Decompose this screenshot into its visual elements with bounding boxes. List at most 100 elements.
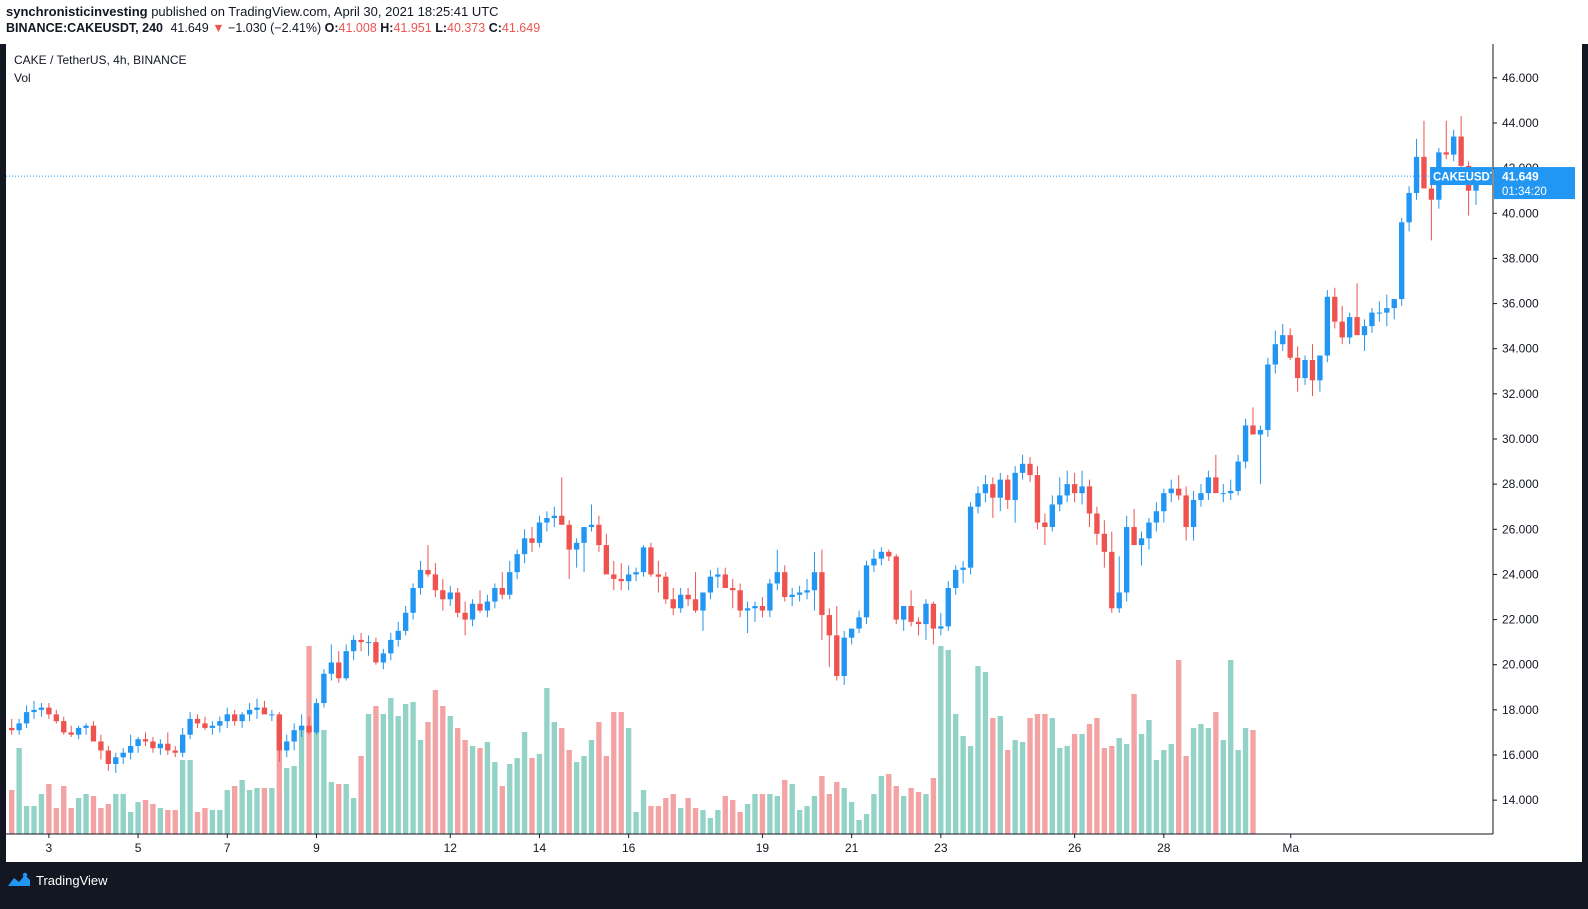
- candle[interactable]: [1183, 486, 1189, 541]
- candle[interactable]: [1242, 418, 1249, 469]
- candle[interactable]: [782, 565, 788, 602]
- candle[interactable]: [1346, 312, 1353, 345]
- candle[interactable]: [1034, 466, 1041, 530]
- candle[interactable]: [23, 705, 30, 728]
- candle[interactable]: [1116, 556, 1122, 613]
- candle[interactable]: [1101, 520, 1108, 568]
- candle[interactable]: [246, 703, 253, 722]
- candle[interactable]: [863, 560, 870, 625]
- price-axis[interactable]: 14.000 16.000 18.000 20.000 22.000 24.000 26.0…: [1492, 44, 1582, 862]
- candle[interactable]: [588, 504, 595, 532]
- candle[interactable]: [1406, 186, 1412, 232]
- candle[interactable]: [871, 549, 877, 573]
- candle[interactable]: [440, 578, 446, 611]
- candle[interactable]: [499, 572, 505, 600]
- candle[interactable]: [120, 748, 126, 765]
- candle[interactable]: [395, 621, 401, 647]
- candle[interactable]: [172, 745, 178, 758]
- candle[interactable]: [715, 567, 721, 588]
- candle[interactable]: [1265, 357, 1271, 437]
- candle[interactable]: [1131, 508, 1137, 546]
- candle[interactable]: [1042, 513, 1048, 546]
- candle[interactable]: [1391, 299, 1397, 320]
- candle[interactable]: [1250, 407, 1256, 435]
- candle[interactable]: [789, 587, 795, 607]
- candle[interactable]: [276, 712, 282, 762]
- candle[interactable]: [284, 734, 290, 758]
- candle[interactable]: [1205, 470, 1212, 500]
- candle[interactable]: [313, 698, 320, 735]
- candle[interactable]: [938, 612, 944, 636]
- candle[interactable]: [321, 669, 327, 708]
- candle[interactable]: [521, 529, 528, 564]
- candle[interactable]: [893, 554, 899, 625]
- candle[interactable]: [1109, 531, 1115, 613]
- candle[interactable]: [908, 590, 914, 627]
- candle[interactable]: [98, 734, 104, 760]
- candle[interactable]: [202, 716, 208, 731]
- candle[interactable]: [254, 698, 260, 719]
- candle[interactable]: [819, 549, 825, 640]
- candle[interactable]: [678, 587, 684, 613]
- candle[interactable]: [811, 551, 818, 611]
- candle[interactable]: [848, 628, 855, 645]
- candle[interactable]: [1399, 217, 1405, 306]
- candle[interactable]: [1376, 301, 1383, 322]
- candle[interactable]: [336, 651, 342, 683]
- candle[interactable]: [1213, 454, 1219, 494]
- candle[interactable]: [1057, 477, 1063, 512]
- candle[interactable]: [1228, 479, 1234, 500]
- candle[interactable]: [1302, 355, 1308, 385]
- candle[interactable]: [1190, 490, 1197, 541]
- candle[interactable]: [380, 648, 387, 670]
- candle[interactable]: [1458, 116, 1464, 171]
- candle[interactable]: [685, 587, 691, 607]
- candle[interactable]: [410, 583, 416, 620]
- candle[interactable]: [886, 549, 892, 561]
- candle[interactable]: [477, 590, 483, 613]
- candle[interactable]: [83, 723, 89, 735]
- candle[interactable]: [135, 736, 141, 753]
- candle[interactable]: [432, 563, 439, 597]
- candle[interactable]: [306, 716, 312, 735]
- candle[interactable]: [841, 630, 847, 686]
- candle[interactable]: [700, 592, 706, 631]
- candle[interactable]: [945, 581, 951, 631]
- candle[interactable]: [982, 475, 989, 503]
- candle[interactable]: [165, 732, 171, 755]
- candle[interactable]: [1049, 495, 1055, 532]
- candle[interactable]: [142, 732, 149, 746]
- candle[interactable]: [261, 700, 268, 715]
- candle[interactable]: [90, 721, 97, 742]
- candle[interactable]: [127, 734, 134, 760]
- candle[interactable]: [692, 572, 699, 613]
- candle[interactable]: [1176, 475, 1182, 500]
- candle[interactable]: [611, 560, 617, 591]
- candle[interactable]: [298, 714, 305, 737]
- candle[interactable]: [722, 567, 728, 588]
- candle[interactable]: [1146, 518, 1152, 550]
- candle[interactable]: [180, 727, 186, 758]
- candle[interactable]: [737, 583, 743, 618]
- candle[interactable]: [975, 486, 981, 514]
- candle[interactable]: [469, 599, 476, 627]
- candle[interactable]: [1079, 470, 1085, 505]
- candle[interactable]: [967, 502, 974, 575]
- candle[interactable]: [804, 578, 810, 600]
- candle[interactable]: [209, 721, 216, 735]
- candle[interactable]: [759, 597, 766, 618]
- candle[interactable]: [655, 560, 662, 593]
- candle[interactable]: [953, 565, 959, 595]
- candle[interactable]: [640, 545, 647, 577]
- candle[interactable]: [1428, 183, 1435, 241]
- candle[interactable]: [573, 538, 580, 568]
- candle[interactable]: [566, 520, 572, 579]
- candle[interactable]: [492, 583, 498, 609]
- candle[interactable]: [1005, 475, 1011, 509]
- candle[interactable]: [915, 617, 922, 636]
- candle[interactable]: [217, 716, 223, 733]
- candle[interactable]: [53, 709, 59, 724]
- candle[interactable]: [618, 563, 624, 591]
- candle[interactable]: [514, 549, 520, 579]
- series-title[interactable]: CAKE / TetherUS, 4h, BINANCE: [14, 53, 187, 67]
